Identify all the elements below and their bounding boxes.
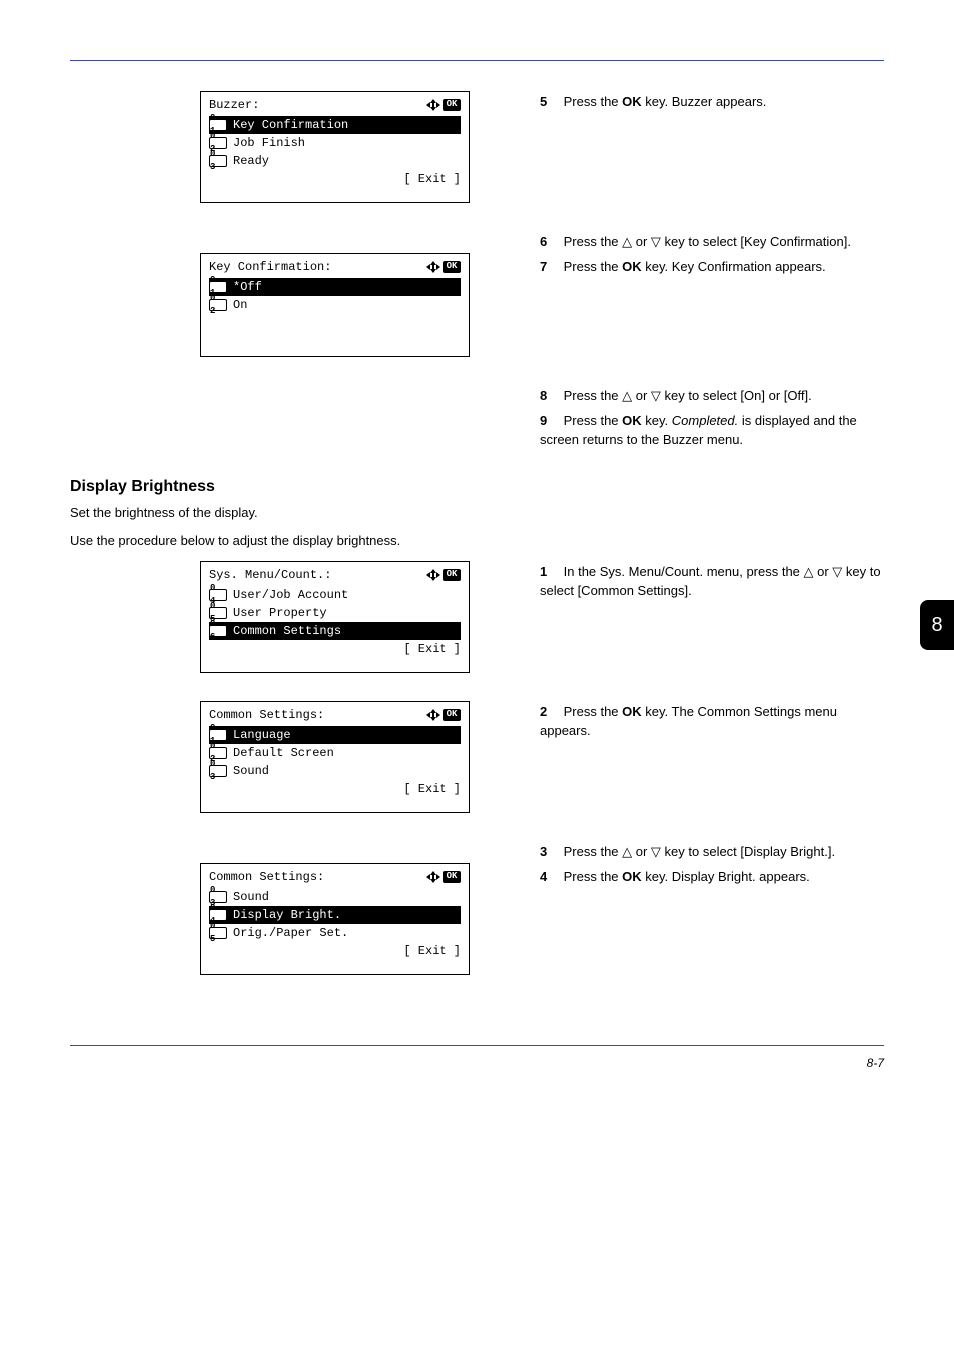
lcd-softkey: [ Exit ]	[209, 170, 461, 188]
lcd-key-confirmation: Key Confirmation: OK 0 1*Off 0 2 On	[200, 253, 470, 357]
lcd-line-number: 0 3	[209, 765, 227, 777]
lcd-line: 0 4Display Bright.	[209, 906, 461, 924]
lcd-line-number: 0 5	[209, 927, 227, 939]
lcd-line-number: 0 6	[209, 625, 227, 637]
lcd-line-label: Language	[233, 726, 461, 744]
lcd-buzzer: Buzzer: OK 0 1Key Confirmation0 2Job Fin…	[200, 91, 470, 203]
lcd-line: 0 2 On	[209, 296, 461, 314]
step-7: 7 Press the OK key. Key Confirmation app…	[540, 258, 884, 277]
lcd-line-label: Sound	[233, 762, 461, 780]
lcd-line: 0 1Language	[209, 726, 461, 744]
lcd-nav-icons: OK	[425, 260, 461, 274]
lcd-line-label: Display Bright.	[233, 906, 461, 924]
lcd-line-label: *Off	[233, 278, 461, 296]
lcd-line: 0 6 Common Settings	[209, 622, 461, 640]
lcd-title: Key Confirmation:	[209, 258, 331, 276]
lcd-line-number: 0 2	[209, 299, 227, 311]
lcd-items: 0 1Key Confirmation0 2Job Finish 0 3 Ready	[209, 116, 461, 170]
lcd-softkey: [ Exit ]	[209, 942, 461, 960]
lcd-line: 0 2Default Screen	[209, 744, 461, 762]
step-b2: 2 Press the OK key. The Common Settings …	[540, 703, 884, 741]
step-9: 9 Press the OK key. Completed. is displa…	[540, 412, 884, 450]
lcd-line-label: On	[233, 296, 461, 314]
lcd-line-label: Job Finish	[233, 134, 461, 152]
lcd-line-label: User Property	[233, 604, 461, 622]
step-5: 5 Press the OK key. Buzzer appears.	[540, 93, 884, 112]
step-8: 8 Press the △ or ▽ key to select [On] or…	[540, 387, 884, 406]
step-b4: 4 Press the OK key. Display Bright. appe…	[540, 868, 884, 887]
lcd-nav-icons: OK	[425, 870, 461, 884]
section-p1: Set the brightness of the display.	[70, 504, 884, 523]
lcd-line-number: 0 3	[209, 155, 227, 167]
lcd-line: 0 3Sound	[209, 888, 461, 906]
lcd-items: 0 3Sound0 4Display Bright. 0 5 Orig./Paper…	[209, 888, 461, 942]
lcd-items: 0 4User/Job Account0 5User Property 0 6 Co…	[209, 586, 461, 640]
lcd-sysmenu: Sys. Menu/Count.: OK 0 4User/Job Account…	[200, 561, 470, 673]
section-heading: Display Brightness	[70, 478, 884, 496]
lcd-line: 0 3 Sound	[209, 762, 461, 780]
step-b3: 3 Press the △ or ▽ key to select [Displa…	[540, 843, 884, 862]
chapter-tab: 8	[920, 600, 954, 650]
step-6: 6 Press the △ or ▽ key to select [Key Co…	[540, 233, 884, 252]
lcd-items: 0 1*Off 0 2 On	[209, 278, 461, 314]
lcd-common-settings-2: Common Settings: OK 0 3Sound0 4Display B…	[200, 863, 470, 975]
lcd-line: 0 4User/Job Account	[209, 586, 461, 604]
lcd-title: Common Settings:	[209, 706, 324, 724]
lcd-line: 0 1Key Confirmation	[209, 116, 461, 134]
lcd-line: 0 5 Orig./Paper Set.	[209, 924, 461, 942]
lcd-nav-icons: OK	[425, 98, 461, 112]
lcd-title: Common Settings:	[209, 868, 324, 886]
lcd-line: 0 2Job Finish	[209, 134, 461, 152]
lcd-line-label: Common Settings	[233, 622, 461, 640]
lcd-softkey: [ Exit ]	[209, 780, 461, 798]
lcd-line-label: Ready	[233, 152, 461, 170]
lcd-line-label: Sound	[233, 888, 461, 906]
lcd-line-label: Default Screen	[233, 744, 461, 762]
section-p2: Use the procedure below to adjust the di…	[70, 532, 884, 551]
lcd-line-label: User/Job Account	[233, 586, 461, 604]
lcd-line: 0 5User Property	[209, 604, 461, 622]
lcd-nav-icons: OK	[425, 568, 461, 582]
lcd-items: 0 1Language0 2Default Screen 0 3 Sound	[209, 726, 461, 780]
bottom-rule	[70, 1045, 884, 1046]
lcd-line-label: Orig./Paper Set.	[233, 924, 461, 942]
lcd-line: 0 1*Off	[209, 278, 461, 296]
lcd-softkey: [ Exit ]	[209, 640, 461, 658]
lcd-line-label: Key Confirmation	[233, 116, 461, 134]
page-footer: 8-7	[70, 1056, 884, 1070]
top-rule	[70, 60, 884, 61]
lcd-line: 0 3 Ready	[209, 152, 461, 170]
lcd-common-settings: Common Settings: OK 0 1Language0 2Defaul…	[200, 701, 470, 813]
step-b1: 1 In the Sys. Menu/Count. menu, press th…	[540, 563, 884, 601]
lcd-title: Sys. Menu/Count.:	[209, 566, 331, 584]
lcd-nav-icons: OK	[425, 708, 461, 722]
